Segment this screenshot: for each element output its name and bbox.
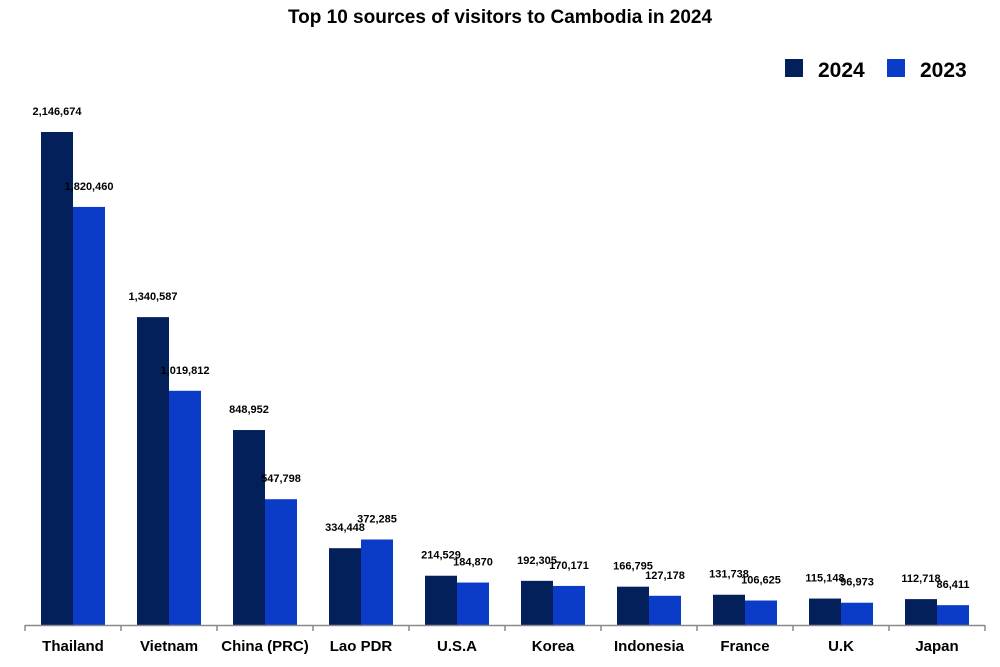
bar-thailand-2024 xyxy=(41,132,73,625)
bar-lao-pdr-2023 xyxy=(361,539,393,625)
bar-u-k-2024 xyxy=(809,598,841,625)
data-label-indonesia-2024: 166,795 xyxy=(613,561,653,573)
bar-korea-2024 xyxy=(521,580,553,625)
data-label-china-prc-2023: 547,798 xyxy=(261,473,301,485)
bar-china-prc-2023 xyxy=(265,499,297,625)
data-label-japan-2024: 112,718 xyxy=(901,573,940,585)
bar-france-2024 xyxy=(713,594,745,625)
data-label-thailand-2024: 2,146,674 xyxy=(33,106,83,118)
data-label-vietnam-2024: 1,340,587 xyxy=(129,291,178,303)
bar-thailand-2023 xyxy=(73,206,105,625)
bar-vietnam-2023 xyxy=(169,390,201,625)
bar-u-k-2023 xyxy=(841,602,873,625)
bar-korea-2023 xyxy=(553,585,585,625)
data-label-u-s-a-2024: 214,529 xyxy=(421,550,461,562)
data-label-indonesia-2023: 127,178 xyxy=(645,570,685,582)
category-label-vietnam: Vietnam xyxy=(140,638,198,655)
bar-france-2023 xyxy=(745,600,777,625)
data-label-korea-2023: 170,171 xyxy=(549,560,589,572)
bar-japan-2024 xyxy=(905,599,937,625)
bar-vietnam-2024 xyxy=(137,317,169,625)
legend-swatch-2023 xyxy=(887,59,905,77)
category-label-japan: Japan xyxy=(915,638,958,655)
legend: 2024 2023 xyxy=(785,59,967,82)
bar-u-s-a-2023 xyxy=(457,582,489,625)
data-label-lao-pdr-2024: 334,448 xyxy=(325,522,365,534)
data-label-thailand-2023: 1,820,460 xyxy=(65,181,114,193)
category-label-france: France xyxy=(720,638,769,655)
bar-u-s-a-2024 xyxy=(425,575,457,625)
data-label-vietnam-2023: 1,019,812 xyxy=(161,365,210,377)
data-label-japan-2023: 86,411 xyxy=(936,579,969,591)
legend-label-2024: 2024 xyxy=(818,59,865,82)
category-label-u-s-a: U.S.A xyxy=(437,638,477,655)
bar-china-prc-2024 xyxy=(233,430,265,625)
plot-area: 2,146,674 1,820,460 1,340,587 1,019,812 848,… xyxy=(33,106,970,625)
data-label-u-s-a-2023: 184,870 xyxy=(453,557,493,569)
data-label-france-2023: 106,625 xyxy=(741,575,781,587)
category-label-korea: Korea xyxy=(532,638,575,655)
data-label-lao-pdr-2023: 372,285 xyxy=(357,514,397,526)
data-label-korea-2024: 192,305 xyxy=(517,555,557,567)
x-axis: Thailand Vietnam China (PRC) Lao PDR U.S.A Ko… xyxy=(24,624,986,655)
category-label-indonesia: Indonesia xyxy=(614,638,685,655)
category-label-lao-pdr: Lao PDR xyxy=(330,638,393,655)
bar-lao-pdr-2024 xyxy=(329,548,361,625)
data-label-china-prc-2024: 848,952 xyxy=(229,404,269,416)
category-label-china-prc: China (PRC) xyxy=(221,638,309,655)
data-label-france-2024: 131,738 xyxy=(709,569,749,581)
data-label-u-k-2023: 96,973 xyxy=(840,577,874,589)
category-label-u-k: U.K xyxy=(828,638,854,655)
category-label-thailand: Thailand xyxy=(42,638,104,655)
legend-swatch-2024 xyxy=(785,59,803,77)
chart-title: Top 10 sources of visitors to Cambodia i… xyxy=(288,7,713,28)
bar-japan-2023 xyxy=(937,605,969,625)
legend-label-2023: 2023 xyxy=(920,59,967,82)
bar-indonesia-2024 xyxy=(617,586,649,625)
data-label-u-k-2024: 115,148 xyxy=(805,573,844,585)
bar-indonesia-2023 xyxy=(649,595,681,625)
